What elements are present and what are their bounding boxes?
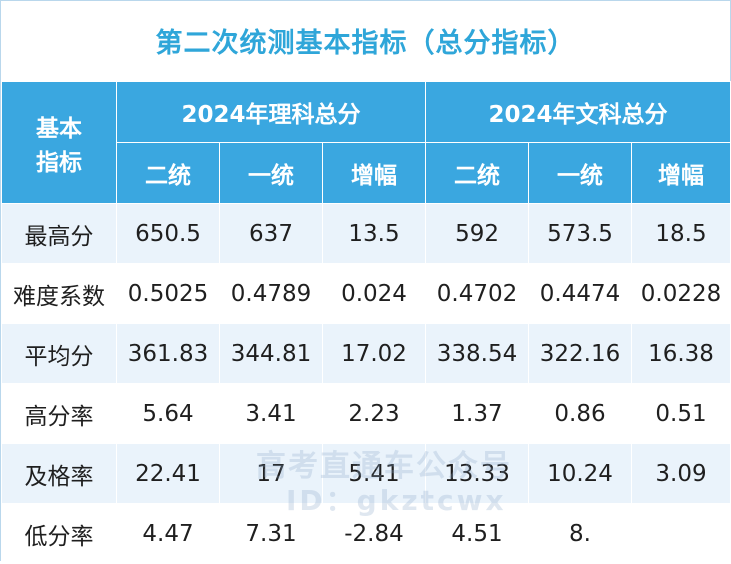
table-cell: 637 [219,203,323,264]
table-cell: 0.51 [631,383,731,444]
table-cell: 13.33 [425,443,530,504]
table-cell: 7.31 [219,503,323,564]
table-cell: 0.86 [528,383,633,444]
row-label: 低分率 [1,503,117,564]
table-cell: 592 [425,203,530,264]
table-cell: 13.5 [321,203,427,264]
table-cell: 322.16 [528,323,633,384]
subheader: 增幅 [631,142,731,204]
table-cell: 0.024 [321,263,427,324]
row-label: 难度系数 [1,263,117,324]
subheader: 二统 [425,142,530,204]
corner-header-line2: 指标 [36,149,82,176]
table-cell: 0.5025 [116,263,220,324]
group-header-science: 2024年理科总分 [115,81,427,143]
table-row: 低分率 4.47 7.31 -2.84 4.51 8. [1,503,731,564]
table-cell: 0.4702 [425,263,530,324]
table-cell: 344.81 [219,323,323,384]
table-cell: 5.41 [321,443,427,504]
table-cell: 4.51 [425,503,530,564]
subheader: 增幅 [321,142,427,204]
table-cell: 1.37 [425,383,530,444]
table-cell: 650.5 [116,203,220,264]
table-cell: 3.41 [219,383,323,444]
table-cell: 18.5 [631,203,731,264]
table-cell: 3.09 [631,443,731,504]
table-cell: 4.47 [116,503,220,564]
table-cell: 0.4789 [219,263,323,324]
page-title: 第二次统测基本指标（总分指标） [155,28,576,59]
row-label: 平均分 [1,323,117,384]
row-label: 最高分 [1,203,117,264]
group-header-arts: 2024年文科总分 [425,81,731,143]
corner-header-line1: 基本 [36,115,82,142]
table-row: 难度系数 0.5025 0.4789 0.024 0.4702 0.4474 0… [1,263,731,324]
table-cell: 5.64 [116,383,220,444]
subheader: 一统 [528,142,633,204]
corner-header: 基本 指标 [1,81,117,204]
table-cell: 2.23 [321,383,427,444]
table-cell: 17 [219,443,323,504]
table-cell: 0.4474 [528,263,633,324]
table-cell: 17.02 [321,323,427,384]
table-cell: -2.84 [321,503,427,564]
table-row: 平均分 361.83 344.81 17.02 338.54 322.16 16… [1,323,731,384]
table-row: 最高分 650.5 637 13.5 592 573.5 18.5 [1,203,731,264]
table-cell [631,503,731,564]
subheader: 一统 [219,142,323,204]
table-row: 及格率 22.41 17 5.41 13.33 10.24 3.09 [1,443,731,504]
table-cell: 361.83 [116,323,220,384]
table-row: 高分率 5.64 3.41 2.23 1.37 0.86 0.51 [1,383,731,444]
table-cell: 338.54 [425,323,530,384]
table-cell: 22.41 [116,443,220,504]
row-label: 及格率 [1,443,117,504]
table-cell: 573.5 [528,203,633,264]
table-cell: 0.0228 [631,263,731,324]
table-cell: 16.38 [631,323,731,384]
row-label: 高分率 [1,383,117,444]
subheader: 二统 [116,142,220,204]
indicator-table: 基本 指标 2024年理科总分 2024年文科总分 二统 一统 增幅 二统 一统… [1,81,731,564]
table-cell: 10.24 [528,443,633,504]
table-cell: 8. [528,503,633,564]
